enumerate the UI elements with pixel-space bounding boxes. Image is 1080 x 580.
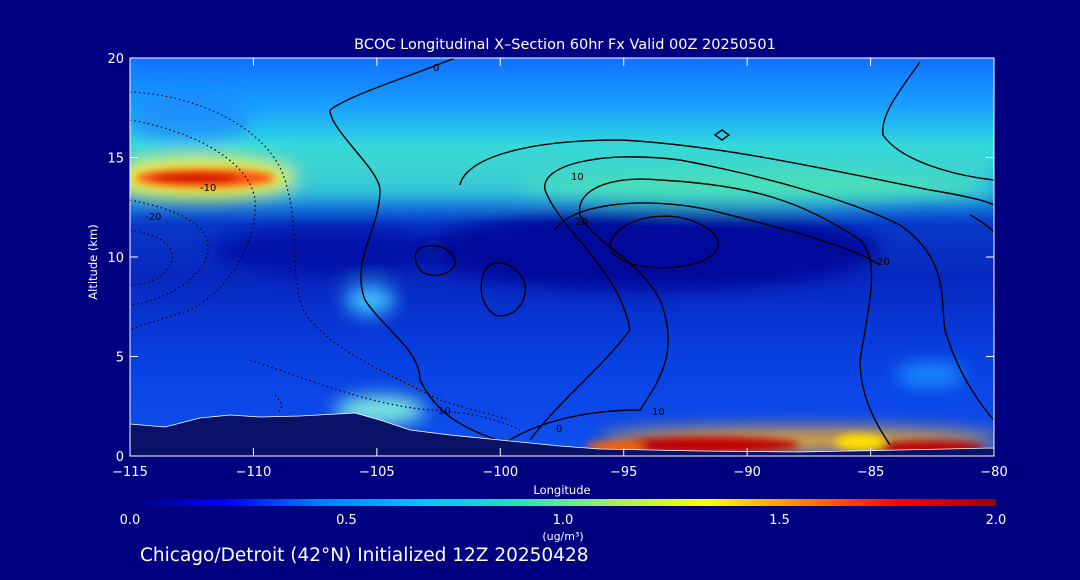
y-tick-label: 20: [107, 52, 124, 67]
contour-label: -10: [200, 183, 216, 194]
solid-contours: [329, 58, 994, 446]
x-tick-label: −115: [112, 465, 148, 480]
colorbar-tick-label: 2.0: [986, 513, 1007, 528]
contour-label: 10: [652, 407, 665, 418]
x-axis-label: Longitude: [533, 483, 590, 497]
colorbar-tick-label: 0.0: [120, 513, 141, 528]
y-axis-label: Altitude (km): [86, 224, 100, 299]
x-tick-label: −85: [857, 465, 884, 480]
contour-label: 10: [438, 406, 451, 417]
colorbar-ticks: 0.0 0.5 1.0 1.5 2.0: [120, 513, 1007, 528]
contour-label: 20: [877, 257, 890, 268]
x-tick-label: −95: [610, 465, 637, 480]
colorbar-tick-label: 1.0: [553, 513, 574, 528]
y-tick-label: 10: [107, 251, 124, 266]
x-tick-label: −80: [980, 465, 1007, 480]
contour-label: -20: [145, 212, 161, 223]
contour-label: 20: [575, 217, 588, 228]
colorbar: [130, 499, 996, 506]
colorbar-tick-label: 1.5: [769, 513, 790, 528]
y-tick-label: 5: [116, 351, 124, 366]
contour-label: 0: [433, 63, 439, 74]
x-axis: −115 −110 −105 −100 −95 −90 −85 −80: [112, 58, 1008, 480]
x-tick-label: −110: [236, 465, 272, 480]
y-tick-label: 0: [116, 450, 124, 465]
colorbar-unit-label: (ug/m³): [542, 530, 583, 543]
chart-title: BCOC Longitudinal X–Section 60hr Fx Vali…: [354, 37, 776, 53]
dashed-contours: [130, 91, 521, 431]
contour-label: 10: [571, 172, 584, 183]
terrain: [130, 412, 994, 456]
concentration-field: 0 10 20 -10 -20 10 20 0 10: [130, 58, 994, 456]
x-tick-label: −100: [482, 465, 518, 480]
x-tick-label: −105: [359, 465, 395, 480]
y-axis: 0 5 10 15 20: [107, 52, 994, 465]
footer-caption: Chicago/Detroit (42°N) Initialized 12Z 2…: [140, 545, 589, 566]
y-tick-label: 15: [107, 152, 124, 167]
contour-labels: 0 10 20 -10 -20 10 20 0 10: [145, 63, 890, 435]
contour-label: 0: [556, 424, 562, 435]
colorbar-tick-label: 0.5: [336, 513, 357, 528]
x-tick-label: −90: [733, 465, 760, 480]
